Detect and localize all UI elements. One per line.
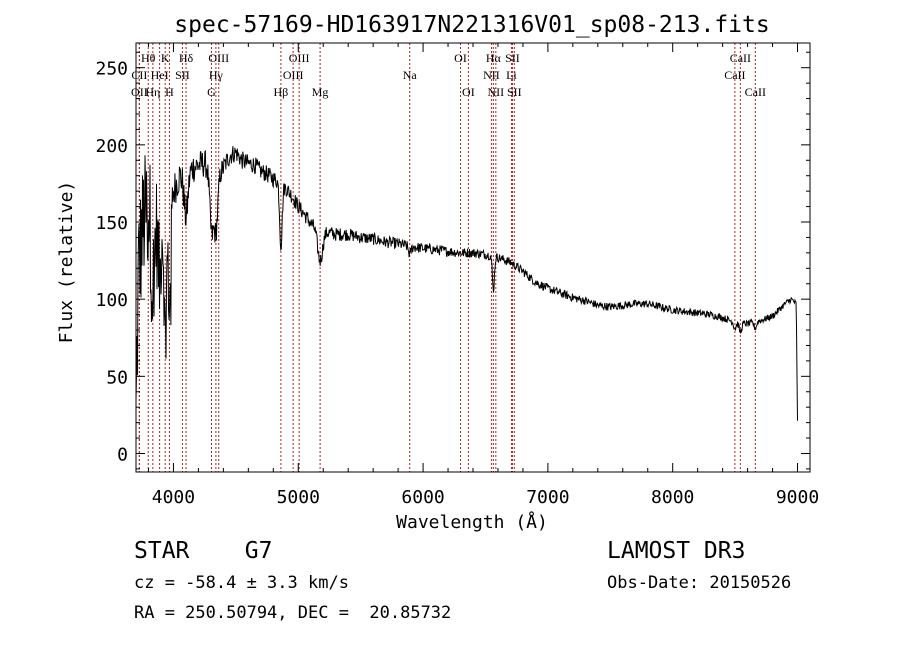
x-tick-label: 8000: [651, 487, 694, 508]
line-label: OIII: [289, 51, 310, 65]
spectrum-chart: spec-57169-HD163917N221316V01_sp08-213.f…: [56, 12, 819, 533]
plot-frame: [135, 42, 811, 473]
spectrum-series: [135, 146, 798, 421]
line-label: HeI: [151, 68, 169, 82]
y-tick-label: 100: [95, 290, 128, 311]
observation-date: Obs-Date: 20150526: [607, 573, 792, 593]
line-label: Na: [403, 68, 418, 82]
line-label: OII: [131, 85, 148, 99]
line-label: Hα: [486, 51, 502, 65]
x-tick-label: 9000: [776, 487, 819, 508]
line-label: Hθ: [141, 51, 156, 65]
survey-name: LAMOST DR3: [607, 538, 746, 564]
line-label: H: [165, 85, 174, 99]
y-tick-label: 0: [117, 444, 128, 465]
line-label: Hδ: [179, 51, 194, 65]
line-label: NII: [483, 68, 500, 82]
x-tick-label: 4000: [152, 487, 195, 508]
line-label: OIII: [208, 51, 229, 65]
ra-dec-coordinates: RA = 250.50794, DEC = 20.85732: [134, 603, 452, 623]
x-axis: 4000 5000 6000 7000 8000 9000: [147, 43, 819, 508]
chart-title: spec-57169-HD163917N221316V01_sp08-213.f…: [174, 12, 769, 38]
line-label: Hγ: [209, 68, 224, 82]
line-label: Mg: [312, 85, 329, 99]
line-label: K: [161, 51, 170, 65]
line-marker-group: [138, 43, 756, 472]
redshift-cz: cz = -58.4 ± 3.3 km/s: [134, 573, 349, 593]
line-label: SII: [507, 85, 522, 99]
y-tick-label: 150: [95, 213, 128, 234]
y-axis: 0 50 100 150 200 250: [95, 51, 810, 470]
y-tick-label: 50: [106, 367, 128, 388]
line-label: Hη: [145, 85, 160, 99]
line-label: SII: [175, 68, 190, 82]
line-label-group: CIIOIIHθHηHeIKHSIIHδGHγOIIIHβOIIIOIIIMgN…: [131, 51, 766, 99]
y-tick-label: 200: [95, 136, 128, 157]
line-label: CaII: [745, 85, 766, 99]
x-tick-label: 7000: [526, 487, 569, 508]
line-label: OIII: [283, 68, 304, 82]
y-axis-label: Flux (relative): [56, 181, 77, 344]
line-label: SII: [505, 51, 520, 65]
line-label: CII: [131, 68, 147, 82]
object-class: STAR G7: [134, 538, 273, 564]
x-tick-label: 6000: [401, 487, 444, 508]
line-label: CaII: [730, 51, 751, 65]
line-label: Hβ: [274, 85, 289, 99]
line-label: CaII: [724, 68, 745, 82]
x-axis-label: Wavelength (Å): [396, 511, 548, 533]
y-tick-label: 250: [95, 59, 128, 80]
x-tick-label: 5000: [277, 487, 320, 508]
line-label: OI: [462, 85, 475, 99]
line-label: G: [207, 85, 216, 99]
line-label: NII: [488, 85, 505, 99]
line-label: OI: [454, 51, 467, 65]
line-label: Li: [506, 68, 517, 82]
